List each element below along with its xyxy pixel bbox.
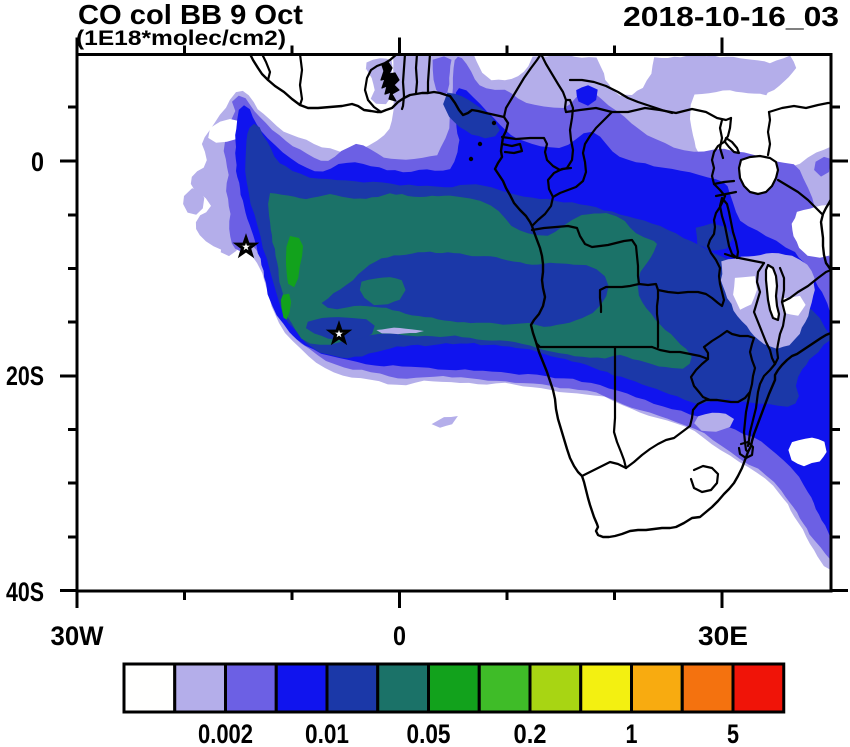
svg-text:40S: 40S	[6, 577, 44, 607]
svg-text:30E: 30E	[698, 621, 748, 651]
svg-text:30W: 30W	[51, 621, 104, 651]
svg-text:0.01: 0.01	[305, 719, 349, 747]
svg-text:5: 5	[727, 719, 739, 747]
svg-text:CO col BB 9 Oct: CO col BB 9 Oct	[78, 0, 303, 30]
svg-text:0.002: 0.002	[198, 719, 253, 747]
svg-text:2018-10-16_03: 2018-10-16_03	[623, 1, 839, 32]
svg-text:0: 0	[31, 147, 44, 177]
svg-text:0: 0	[393, 621, 406, 651]
svg-text:0.2: 0.2	[514, 719, 547, 747]
svg-text:0.05: 0.05	[407, 719, 451, 747]
svg-text:(1E18*molec/cm2): (1E18*molec/cm2)	[76, 27, 286, 50]
svg-text:20S: 20S	[6, 361, 44, 391]
svg-text:1: 1	[626, 719, 638, 747]
